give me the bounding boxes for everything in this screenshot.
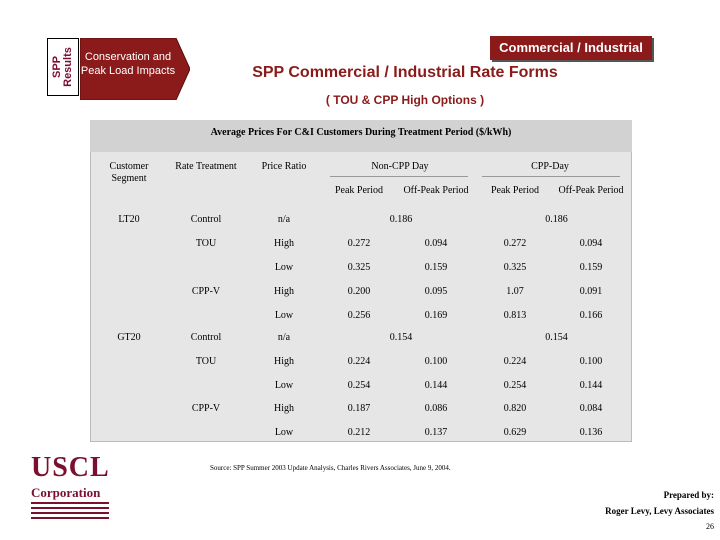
table-cell-cpp-merged: 0.154 [545, 332, 568, 343]
table-cell-c-off: 0.136 [579, 427, 603, 438]
table-cell-n-peak: 0.224 [347, 356, 371, 367]
table-cell-n-peak: 0.272 [347, 238, 371, 249]
table-cell-noncpp-merged: 0.186 [389, 214, 413, 225]
company-logo-wordmark: USCL [31, 452, 110, 483]
table-cell-ratio: High [274, 286, 294, 297]
table-cell-ratio: n/a [277, 214, 291, 225]
table-cell-treatment: CPP-V [191, 286, 221, 297]
section-tab-label: SPP Results [51, 47, 74, 87]
page-number: 26 [706, 522, 714, 531]
table-cell-c-off: 0.091 [579, 286, 603, 297]
table-cell-n-peak: 0.254 [347, 380, 371, 391]
table-cell-n-off: 0.159 [424, 262, 448, 273]
section-arrow-shape[interactable] [80, 38, 190, 100]
table-cell-c-peak: 0.224 [503, 356, 527, 367]
table-cell-n-peak: 0.212 [347, 427, 371, 438]
table-cell-segment: LT20 [118, 214, 140, 225]
table-cell-c-peak: 0.629 [503, 427, 527, 438]
table-cell-ratio: High [274, 403, 294, 414]
table-cell-n-off: 0.137 [424, 427, 448, 438]
table-cell-ratio: High [274, 356, 294, 367]
section-tab[interactable]: SPP Results [47, 38, 79, 96]
table-cell-treatment: CPP-V [191, 403, 221, 414]
subheader-cpp-peak: Peak Period [490, 185, 540, 196]
table-cell-treatment: Control [190, 214, 222, 225]
subheader-non-cpp-peak: Peak Period [334, 185, 384, 196]
table-cell-n-peak: 0.325 [347, 262, 371, 273]
subheader-non-cpp-offpeak: Off-Peak Period [403, 185, 469, 196]
table-cell-c-off: 0.166 [579, 310, 603, 321]
table-cell-noncpp-merged: 0.154 [389, 332, 413, 343]
company-logo-stripes [31, 502, 109, 522]
table-cell-ratio: Low [274, 380, 294, 391]
company-logo-subtext: Corporation [31, 485, 101, 500]
price-table-caption: Average Prices For C&I Customers During … [210, 127, 512, 138]
table-cell-ratio: Low [274, 310, 294, 321]
table-cell-treatment: TOU [195, 238, 217, 249]
subheader-cpp-offpeak: Off-Peak Period [558, 185, 624, 196]
table-cell-n-off: 0.094 [424, 238, 448, 249]
header-divider-non-cpp [330, 176, 468, 177]
table-cell-ratio: Low [274, 427, 294, 438]
table-cell-n-off: 0.100 [424, 356, 448, 367]
source-note: Source: SPP Summer 2003 Update Analysis,… [210, 464, 451, 472]
table-cell-cpp-merged: 0.186 [545, 214, 568, 225]
table-cell-n-peak: 0.256 [347, 310, 371, 321]
table-cell-c-off: 0.094 [579, 238, 603, 249]
header-customer-segment: Customer Segment [109, 161, 149, 184]
table-cell-c-peak: 0.254 [503, 380, 527, 391]
table-cell-segment: GT20 [117, 332, 141, 343]
table-cell-treatment: Control [190, 332, 222, 343]
header-cpp-day: CPP-Day [531, 161, 569, 172]
page-title: SPP Commercial / Industrial Rate Forms [252, 64, 558, 81]
table-cell-treatment: TOU [195, 356, 217, 367]
prepared-by-author: Roger Levy, Levy Associates [605, 506, 714, 516]
table-cell-n-peak: 0.187 [347, 403, 371, 414]
header-non-cpp-day: Non-CPP Day [371, 161, 429, 172]
table-cell-c-peak: 1.07 [506, 286, 524, 297]
table-cell-c-peak: 0.820 [503, 403, 527, 414]
page-subtitle: ( TOU & CPP High Options ) [325, 93, 485, 107]
table-cell-ratio: Low [274, 262, 294, 273]
table-cell-c-off: 0.084 [579, 403, 603, 414]
header-price-ratio: Price Ratio [261, 161, 307, 172]
table-cell-c-off: 0.159 [579, 262, 603, 273]
prepared-by-label: Prepared by: [663, 490, 714, 500]
section-arrow-label: Conservation and Peak Load Impacts [80, 51, 176, 77]
table-cell-c-peak: 0.813 [503, 310, 527, 321]
price-table-caption-bar [90, 120, 632, 152]
table-cell-n-peak: 0.200 [347, 286, 371, 297]
table-cell-c-off: 0.100 [579, 356, 603, 367]
table-cell-ratio: High [274, 238, 294, 249]
table-cell-n-off: 0.169 [424, 310, 448, 321]
header-divider-cpp [482, 176, 620, 177]
table-cell-n-off: 0.086 [424, 403, 448, 414]
table-cell-n-off: 0.095 [424, 286, 448, 297]
table-cell-c-peak: 0.272 [503, 238, 527, 249]
table-cell-c-off: 0.144 [579, 380, 603, 391]
table-cell-n-off: 0.144 [424, 380, 448, 391]
category-badge: Commercial / Industrial [490, 36, 652, 60]
section-tab-line-2: Results [62, 47, 74, 87]
table-cell-c-peak: 0.325 [503, 262, 527, 273]
table-cell-ratio: n/a [277, 332, 291, 343]
header-rate-treatment: Rate Treatment [175, 161, 237, 172]
